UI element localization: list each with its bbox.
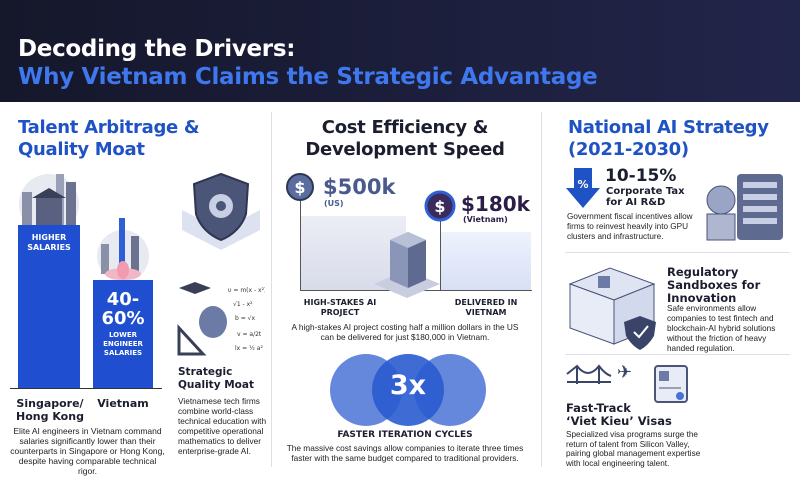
vietnam-cost-label: (Vietnam) — [463, 215, 508, 224]
moat-description: Vietnamese tech firms combine world-clas… — [178, 396, 267, 456]
percent-down-arrow-icon: % — [566, 168, 600, 208]
visa-title: Fast-Track ‘Viet Kieu’ Visas — [566, 402, 672, 428]
cost-section-title: Cost Efficiency & Development Speed — [285, 117, 525, 161]
vietnam-cost-area — [441, 232, 531, 290]
cost-description: A high-stakes AI project costing half a … — [291, 322, 519, 342]
tax-label: Corporate Tax for AI R&D — [606, 186, 685, 208]
vn-marker-line — [440, 215, 441, 290]
header-band — [0, 0, 800, 102]
page-subtitle: Why Vietnam Claims the Strategic Advanta… — [18, 64, 598, 90]
svg-text:%: % — [577, 178, 588, 191]
visa-document-icon — [654, 365, 688, 403]
divider — [565, 354, 790, 355]
overlapping-circles-icon — [330, 354, 486, 426]
visa-description: Specialized visa programs surge the retu… — [566, 430, 701, 468]
iteration-description: The massive cost savings allow companies… — [286, 443, 524, 463]
bar-baseline — [10, 388, 162, 389]
golden-gate-bridge-icon — [566, 364, 612, 384]
bar-label: LOWER ENGINEER SALARIES — [103, 331, 143, 357]
svg-text:√1 - x²: √1 - x² — [233, 301, 253, 308]
title-line: Development Speed — [305, 139, 505, 160]
iteration-title: FASTER ITERATION CYCLES — [337, 430, 473, 440]
singapore-salary-bar: HIGHER SALARIES — [18, 225, 80, 388]
airplane-icon: ✈ — [617, 362, 633, 383]
column-divider — [541, 112, 542, 467]
svg-text:$: $ — [434, 197, 445, 216]
title-line: National AI Strategy — [568, 117, 769, 138]
title-line: Quality Moat — [18, 139, 145, 160]
high-stakes-caption: HIGH-STAKES AI PROJECT — [303, 298, 377, 317]
us-dollar-coin-icon: $ — [286, 173, 314, 201]
us-cost-label: (US) — [324, 199, 344, 208]
shield-brain-icon — [182, 172, 260, 250]
sandbox-description: Safe environments allow companies to tes… — [667, 304, 776, 353]
page-title: Decoding the Drivers: — [18, 36, 296, 62]
bar-label: HIGHER SALARIES — [27, 233, 71, 252]
vietnam-salary-bar: 40-60% LOWER ENGINEER SALARIES — [93, 280, 153, 388]
title-line: Talent Arbitrage & — [18, 117, 200, 138]
title-line: (2021-2030) — [568, 139, 689, 160]
column-divider — [271, 112, 272, 467]
x-label-vietnam: Vietnam — [97, 397, 149, 410]
brain-math-icon: υ = m(x - x²) √1 - x² b = √x v = a/2t lx = ½… — [177, 282, 265, 356]
bar-value: 40-60% — [101, 289, 145, 329]
visa-title-line: Fast-Track — [566, 401, 631, 415]
vietnam-dollar-coin-icon: $ — [424, 190, 456, 222]
tax-description: Government fiscal incentives allow firms… — [567, 212, 693, 241]
vietnam-cost-value: $180k — [461, 192, 530, 216]
us-cost-value: $500k — [323, 175, 396, 199]
formula: υ = m(x - x²) — [228, 287, 265, 294]
svg-text:$: $ — [294, 178, 305, 197]
talent-section-title: Talent Arbitrage & Quality Moat — [18, 117, 200, 161]
svg-text:v = a/2t: v = a/2t — [237, 331, 262, 338]
visa-title-line: ‘Viet Kieu’ Visas — [566, 414, 672, 428]
sandbox-title: Regulatory Sandboxes for Innovation — [667, 265, 761, 305]
strategy-section-title: National AI Strategy (2021-2030) — [568, 117, 769, 161]
svg-text:lx = ½ a²: lx = ½ a² — [235, 345, 263, 352]
tax-label-line: for AI R&D — [606, 197, 666, 208]
moat-title: Strategic Quality Moat — [178, 366, 254, 391]
x-label-singapore: Singapore/ Hong Kong — [16, 397, 84, 423]
us-cost-area — [300, 216, 406, 290]
vietnam-skyline-lotus-icon — [97, 218, 149, 282]
divider — [565, 252, 790, 253]
title-line: Cost Efficiency & — [321, 117, 489, 138]
regulatory-sandbox-cube-icon — [568, 267, 656, 350]
server-coins-icon — [706, 174, 783, 241]
us-marker-line — [300, 190, 301, 290]
office-building-icon — [374, 232, 440, 298]
talent-description: Elite AI engineers in Vietnam command sa… — [10, 426, 165, 476]
tax-rate-value: 10-15% — [605, 166, 677, 186]
delivered-caption: DELIVERED IN VIETNAM — [454, 298, 518, 317]
svg-text:b = √x: b = √x — [235, 315, 255, 322]
singapore-skyline-icon — [19, 174, 79, 226]
tax-label-line: Corporate Tax — [606, 186, 685, 197]
iteration-multiplier: 3x — [389, 370, 427, 401]
